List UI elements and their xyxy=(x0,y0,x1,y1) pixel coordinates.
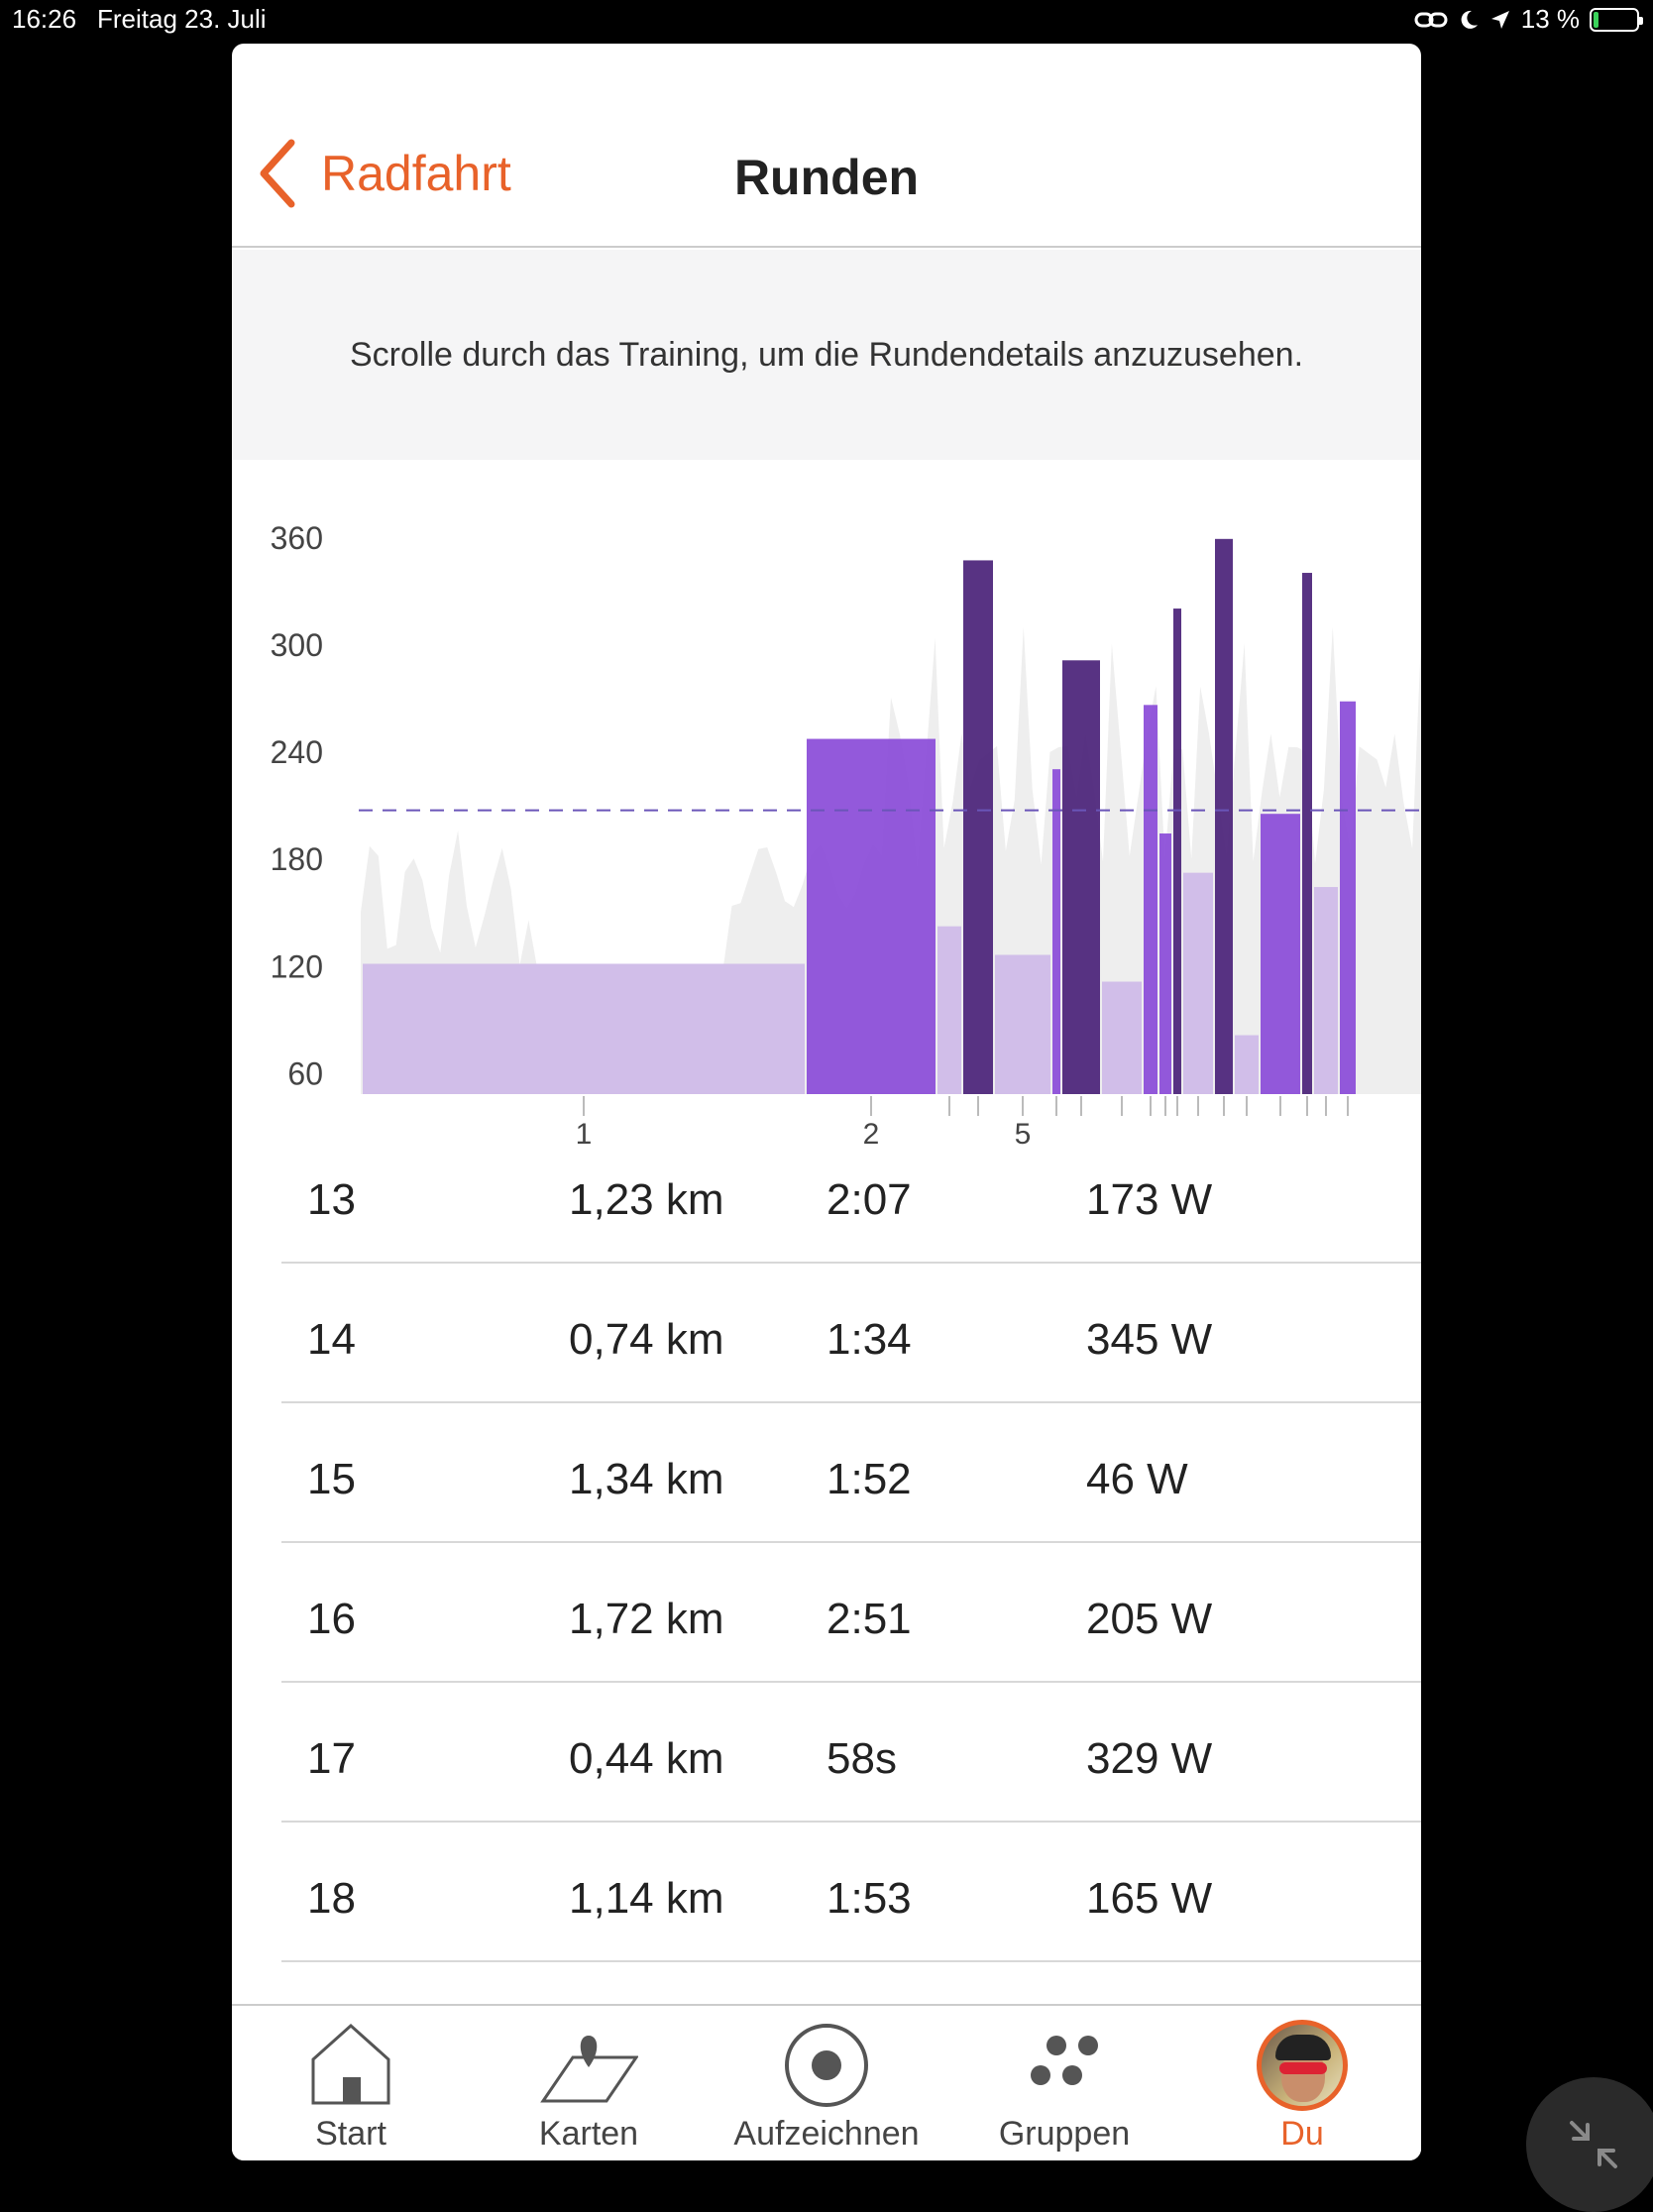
lap-bar xyxy=(363,963,805,1094)
lap-power: 173 W xyxy=(1086,1175,1213,1224)
record-icon xyxy=(785,2024,868,2107)
tab-label: Start xyxy=(315,2115,386,2153)
lap-power: 46 W xyxy=(1086,1455,1188,1503)
tab-bar: Start Karten Aufzeichnen Gruppen xyxy=(232,2004,1421,2160)
lap-bar xyxy=(1173,608,1181,1094)
x-tick-label: 5 xyxy=(1015,1118,1032,1151)
lap-time: 1:52 xyxy=(826,1455,912,1503)
lap-distance: 1,14 km xyxy=(569,1874,724,1923)
lap-time: 1:53 xyxy=(826,1874,912,1923)
tab-aufzeichnen[interactable]: Aufzeichnen xyxy=(708,2006,945,2160)
laps-table: 13 1,23 km 2:07 173 W 14 0,74 km 1:34 345 W 15 1,… xyxy=(281,1124,1421,2102)
lap-number: 17 xyxy=(307,1734,356,1783)
lap-bar xyxy=(1314,887,1338,1094)
lap-bar xyxy=(1062,660,1100,1094)
lap-bar xyxy=(1102,981,1142,1094)
lap-row[interactable]: 15 1,34 km 1:52 46 W xyxy=(281,1403,1421,1543)
collapse-arrows-icon xyxy=(1570,2121,1617,2168)
tab-label: Du xyxy=(1280,2115,1324,2153)
map-icon xyxy=(540,2036,638,2103)
lap-bar xyxy=(1340,701,1356,1094)
lap-time: 58s xyxy=(826,1734,897,1783)
lap-bar xyxy=(1215,538,1233,1094)
status-time: 16:26 xyxy=(12,4,77,34)
page-title: Runden xyxy=(733,150,920,205)
lap-number: 16 xyxy=(307,1595,356,1643)
lap-bar xyxy=(1144,705,1157,1094)
battery-icon xyxy=(1590,7,1643,32)
back-button[interactable]: Radfahrt xyxy=(258,139,511,208)
lap-bar xyxy=(937,926,961,1094)
tab-du[interactable]: Du xyxy=(1183,2006,1421,2160)
y-tick-label: 180 xyxy=(271,841,323,877)
tab-label: Gruppen xyxy=(998,2115,1131,2153)
lap-number: 13 xyxy=(307,1175,356,1224)
avatar xyxy=(1257,2020,1348,2111)
lap-row[interactable]: 14 0,74 km 1:34 345 W xyxy=(281,1264,1421,1403)
lap-time: 2:51 xyxy=(826,1595,912,1643)
lap-bar xyxy=(1235,1035,1259,1094)
lap-distance: 1,34 km xyxy=(569,1455,724,1503)
y-tick-label: 240 xyxy=(271,734,323,770)
app-sheet: Radfahrt Runden Scrolle durch das Traini… xyxy=(232,44,1421,2160)
lap-row[interactable]: 18 1,14 km 1:53 165 W xyxy=(281,1823,1421,1962)
tab-label: Aufzeichnen xyxy=(733,2115,920,2153)
tab-label: Karten xyxy=(538,2115,639,2153)
home-icon xyxy=(311,2023,390,2105)
lap-time: 2:07 xyxy=(826,1175,912,1224)
y-tick-label: 300 xyxy=(271,627,323,663)
lap-bar xyxy=(1159,833,1171,1094)
battery-percent: 13 % xyxy=(1520,4,1580,34)
lap-power: 329 W xyxy=(1086,1734,1213,1783)
y-tick-label: 360 xyxy=(271,520,323,556)
x-tick-label: 1 xyxy=(576,1118,593,1151)
lap-bar xyxy=(963,560,993,1094)
navigation-bar: Radfahrt Runden xyxy=(232,44,1421,248)
y-tick-label: 60 xyxy=(287,1055,323,1091)
lap-power: 165 W xyxy=(1086,1874,1213,1923)
lap-bar xyxy=(1302,573,1312,1094)
link-icon xyxy=(1414,12,1448,27)
status-bar: 16:26 Freitag 23. Juli 13 % xyxy=(0,0,1653,40)
lap-distance: 0,44 km xyxy=(569,1734,724,1783)
lap-power: 205 W xyxy=(1086,1595,1213,1643)
lap-number: 15 xyxy=(307,1455,356,1503)
lap-distance: 0,74 km xyxy=(569,1315,724,1364)
lap-distance: 1,23 km xyxy=(569,1175,724,1224)
lap-number: 14 xyxy=(307,1315,356,1364)
lap-distance: 1,72 km xyxy=(569,1595,724,1643)
location-arrow-icon xyxy=(1490,10,1509,29)
scroll-hint: Scrolle durch das Training, um die Runde… xyxy=(232,250,1421,460)
x-tick-label: 2 xyxy=(863,1118,880,1151)
tab-gruppen[interactable]: Gruppen xyxy=(945,2006,1183,2160)
lap-bar xyxy=(1183,872,1213,1094)
laps-power-chart[interactable]: 360 300 240 180 120 60 1 2 5 xyxy=(232,460,1421,1154)
lap-number: 18 xyxy=(307,1874,356,1923)
lap-row[interactable]: 17 0,44 km 58s 329 W xyxy=(281,1683,1421,1823)
collapse-button[interactable] xyxy=(1526,2077,1653,2212)
lap-time: 1:34 xyxy=(826,1315,912,1364)
lap-bar xyxy=(995,954,1050,1094)
status-date: Freitag 23. Juli xyxy=(97,4,267,34)
moon-icon xyxy=(1461,10,1478,29)
lap-bar xyxy=(807,738,936,1094)
y-tick-label: 120 xyxy=(271,948,323,984)
status-icons: 13 % xyxy=(1414,4,1643,35)
groups-icon xyxy=(1031,2036,1098,2085)
lap-row[interactable]: 13 1,23 km 2:07 173 W xyxy=(281,1124,1421,1264)
chart-svg: 360 300 240 180 120 60 1 2 5 xyxy=(271,520,1421,1151)
tab-start[interactable]: Start xyxy=(232,2006,470,2160)
back-label: Radfahrt xyxy=(321,146,511,201)
lap-bar xyxy=(1261,814,1300,1094)
tab-karten[interactable]: Karten xyxy=(470,2006,708,2160)
lap-row[interactable]: 16 1,72 km 2:51 205 W xyxy=(281,1543,1421,1683)
lap-power: 345 W xyxy=(1086,1315,1213,1364)
lap-bar xyxy=(1052,769,1060,1094)
chevron-left-icon xyxy=(260,139,295,208)
